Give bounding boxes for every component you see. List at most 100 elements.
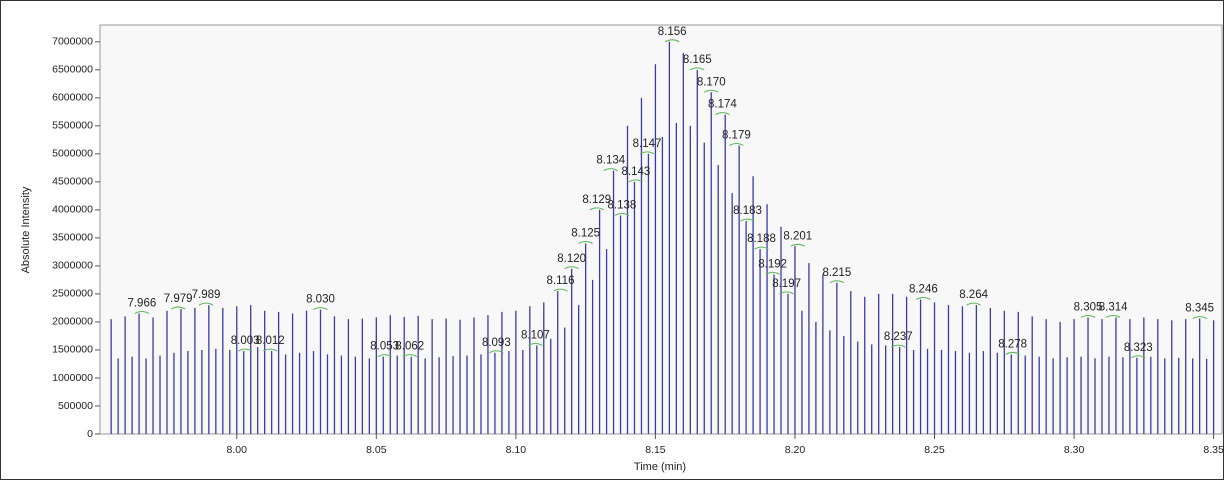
peak-marker [1192, 316, 1207, 320]
y-tick-label: 1500000 [52, 344, 93, 356]
peak-label: 8.147 [633, 138, 662, 150]
peak-label: 8.156 [658, 26, 687, 38]
peak-label: 8.129 [582, 194, 611, 206]
peak-marker [916, 297, 931, 300]
peak-label: 8.323 [1124, 342, 1153, 354]
peak-label: 8.120 [557, 253, 586, 265]
x-tick-label: 8.20 [785, 444, 806, 456]
peak-marker [1131, 355, 1146, 359]
y-tick-label: 7000000 [52, 36, 93, 48]
y-tick-label: 4000000 [52, 204, 93, 216]
peak-marker [170, 306, 186, 310]
peak-label: 8.003 [231, 335, 260, 347]
peak-label: 8.197 [772, 278, 801, 290]
y-tick-label: 0 [87, 428, 93, 440]
peak-marker [829, 280, 845, 284]
peak-label: 8.264 [959, 289, 988, 301]
peak-marker [134, 311, 150, 314]
peak-marker [966, 302, 981, 306]
peak-marker [1105, 314, 1121, 318]
x-tick-label: 8.00 [227, 444, 248, 456]
peak-marker [740, 218, 755, 222]
peak-marker [614, 212, 630, 216]
y-tick-label: 6500000 [52, 64, 93, 76]
peak-label: 8.107 [521, 330, 550, 342]
x-tick-label: 8.35 [1203, 444, 1224, 456]
peak-marker [377, 354, 392, 358]
peak-label: 7.979 [164, 293, 193, 305]
peak-marker [237, 348, 253, 352]
peak-label: 8.093 [482, 337, 511, 349]
peak-marker [589, 207, 605, 211]
peak-label: 8.062 [395, 341, 424, 353]
peak-label: 8.278 [998, 338, 1027, 350]
peak-label: 8.030 [306, 294, 335, 306]
x-tick-label: 8.05 [366, 444, 387, 456]
peak-marker [198, 302, 214, 306]
y-tick-label: 2500000 [52, 288, 93, 300]
y-tick-label: 500000 [58, 400, 93, 412]
peak-label: 7.966 [127, 298, 156, 310]
peak-marker [628, 179, 644, 183]
peak-label: 8.192 [758, 258, 787, 270]
y-tick-label: 2000000 [52, 316, 93, 328]
peak-marker [1080, 314, 1096, 318]
peak-marker [578, 241, 593, 244]
y-axis-label: Absolute Intensity [20, 186, 32, 273]
peak-label: 7.989 [192, 289, 221, 301]
y-tick-label: 5500000 [52, 120, 93, 132]
x-tick-label: 8.25 [924, 444, 945, 456]
peak-marker [263, 348, 278, 352]
peak-marker [890, 344, 906, 348]
peak-marker [489, 350, 504, 354]
peak-marker [1005, 351, 1020, 355]
peak-marker [402, 354, 418, 358]
y-tick-label: 1000000 [52, 372, 93, 384]
peak-label: 8.143 [621, 166, 650, 178]
peak-marker [754, 246, 769, 250]
y-tick-label: 3500000 [52, 232, 93, 244]
peak-marker [528, 342, 543, 346]
peak-label: 8.012 [256, 335, 285, 347]
peak-marker [703, 89, 719, 93]
peak-label: 8.116 [547, 275, 575, 287]
y-tick-label: 6000000 [52, 92, 93, 104]
peak-marker [603, 168, 619, 172]
peak-label: 8.138 [608, 200, 637, 212]
peak-label: 8.345 [1185, 303, 1214, 315]
x-tick-label: 8.15 [645, 444, 666, 456]
plot-area [99, 24, 1223, 435]
peak-marker [715, 112, 730, 116]
peak-label: 8.170 [697, 76, 726, 88]
y-tick-label: 5000000 [52, 148, 93, 160]
y-tick-label: 3000000 [52, 260, 93, 272]
peak-marker [639, 151, 655, 155]
peak-label: 8.215 [822, 267, 851, 279]
peak-label: 8.165 [683, 54, 712, 66]
peak-marker [790, 243, 806, 247]
peak-label: 8.134 [596, 155, 625, 167]
peak-label: 8.237 [884, 331, 913, 343]
peak-marker [553, 288, 568, 292]
peak-label: 8.183 [733, 205, 762, 217]
peak-label: 8.305 [1074, 301, 1103, 313]
peak-label: 8.174 [708, 99, 737, 111]
peak-marker [664, 39, 680, 43]
peak-marker [729, 142, 744, 146]
peak-label: 8.188 [747, 233, 776, 245]
peak-label: 8.179 [722, 129, 751, 141]
x-axis-label: Time (min) [634, 461, 686, 473]
peak-marker [564, 266, 579, 270]
peak-marker [779, 291, 794, 295]
peak-label: 8.246 [909, 284, 938, 296]
peak-marker [765, 271, 780, 275]
y-tick-label: 4500000 [52, 176, 93, 188]
peak-marker [690, 67, 705, 71]
peak-label: 8.314 [1099, 301, 1128, 313]
x-tick-label: 8.10 [506, 444, 527, 456]
peak-label: 8.201 [783, 230, 812, 242]
peak-label: 8.125 [571, 228, 600, 240]
x-tick-label: 8.30 [1064, 444, 1085, 456]
peak-marker [313, 307, 328, 311]
